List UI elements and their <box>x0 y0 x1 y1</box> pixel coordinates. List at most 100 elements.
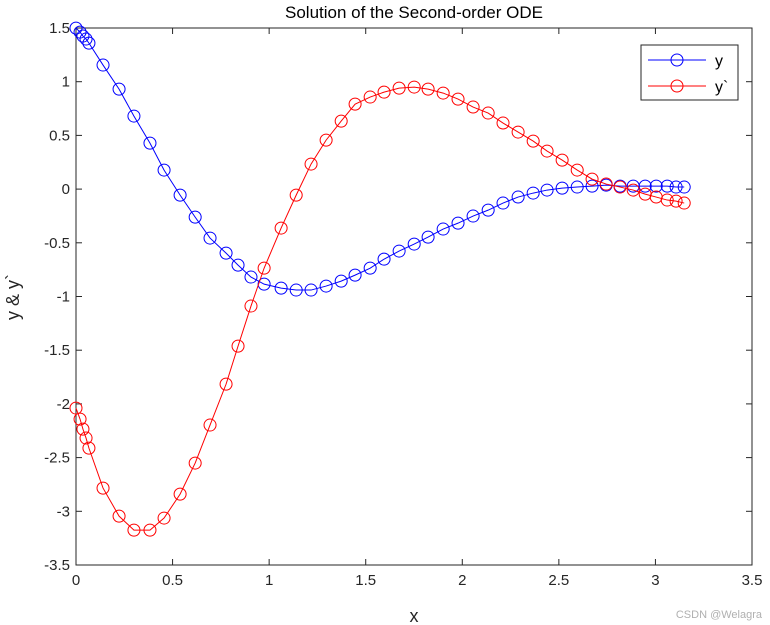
data-point-series-1 <box>73 412 87 426</box>
data-point-series-0 <box>392 244 406 258</box>
data-point-series-1 <box>82 441 96 455</box>
data-point-series-1 <box>244 299 258 313</box>
data-point-series-0 <box>585 179 599 193</box>
data-point-series-0 <box>421 230 435 244</box>
data-point-series-0 <box>540 183 554 197</box>
data-point-series-0 <box>348 268 362 282</box>
y-tick-label: -1.5 <box>44 342 70 359</box>
chart-title: Solution of the Second-order ODE <box>285 3 543 22</box>
data-point-series-1 <box>660 193 674 207</box>
data-point-series-0 <box>112 82 126 96</box>
data-point-series-1 <box>613 180 627 194</box>
data-point-series-1 <box>157 511 171 525</box>
data-point-series-1 <box>407 80 421 94</box>
data-point-series-1 <box>392 81 406 95</box>
data-point-series-1 <box>496 116 510 130</box>
y-tick-label: 1.5 <box>49 20 70 37</box>
y-tick-label: -2.5 <box>44 450 70 467</box>
y-tick-label: -3 <box>57 503 70 520</box>
data-point-series-1 <box>96 481 110 495</box>
x-tick-label: 1 <box>265 572 273 589</box>
data-point-series-0 <box>511 190 525 204</box>
data-point-series-1 <box>481 106 495 120</box>
data-point-series-1 <box>377 85 391 99</box>
data-point-series-0 <box>244 270 258 284</box>
x-tick-label: 2.5 <box>548 572 569 589</box>
data-point-series-0 <box>231 258 245 272</box>
data-point-series-1 <box>188 456 202 470</box>
data-point-series-1 <box>319 133 333 147</box>
data-point-series-1 <box>669 194 683 208</box>
data-point-series-1 <box>231 339 245 353</box>
data-point-series-0 <box>203 231 217 245</box>
data-point-series-0 <box>669 180 683 194</box>
y-axis-label: y & y` <box>3 274 23 320</box>
legend-box <box>640 44 739 101</box>
data-point-series-1 <box>677 196 691 210</box>
data-point-series-0 <box>79 32 93 46</box>
data-point-series-1 <box>466 100 480 114</box>
legend-label-y: y <box>715 53 723 70</box>
y-tick-label: -1 <box>57 289 70 306</box>
data-point-series-0 <box>304 283 318 297</box>
data-point-series-1 <box>143 523 157 537</box>
data-point-series-0 <box>377 252 391 266</box>
data-point-series-0 <box>481 203 495 217</box>
plot-area <box>75 27 753 566</box>
data-point-series-0 <box>289 283 303 297</box>
data-point-series-0 <box>82 36 96 50</box>
data-point-series-1 <box>334 114 348 128</box>
data-point-series-1 <box>540 144 554 158</box>
data-point-series-0 <box>96 58 110 72</box>
data-point-series-0 <box>555 181 569 195</box>
data-point-series-0 <box>677 180 691 194</box>
data-point-series-0 <box>451 216 465 230</box>
data-point-series-1 <box>219 377 233 391</box>
data-point-series-0 <box>173 188 187 202</box>
data-point-series-0 <box>649 179 663 193</box>
data-point-series-0 <box>334 274 348 288</box>
data-point-series-1 <box>585 172 599 186</box>
data-point-series-0 <box>363 261 377 275</box>
x-axis-label: x <box>410 606 419 625</box>
data-point-series-1 <box>626 183 640 197</box>
data-point-series-1 <box>274 221 288 235</box>
legend-marker-yprime <box>670 79 684 93</box>
series-line-0 <box>75 27 685 291</box>
watermark: CSDN @Welagra <box>675 609 762 621</box>
data-point-series-1 <box>451 92 465 106</box>
data-point-series-0 <box>127 109 141 123</box>
data-point-series-0 <box>496 196 510 210</box>
y-tick-label: 1 <box>62 74 70 91</box>
data-point-series-0 <box>570 180 584 194</box>
data-point-series-0 <box>526 186 540 200</box>
data-point-series-0 <box>274 281 288 295</box>
data-point-series-0 <box>188 210 202 224</box>
x-tick-label: 3.5 <box>742 572 763 589</box>
data-point-series-1 <box>436 86 450 100</box>
x-tick-label: 2 <box>458 572 466 589</box>
legend: y y` <box>640 44 739 101</box>
data-point-series-1 <box>421 82 435 96</box>
legend-label-yprime: y` <box>715 79 728 96</box>
data-point-series-0 <box>69 21 83 35</box>
data-point-series-0 <box>466 209 480 223</box>
data-point-series-1 <box>363 90 377 104</box>
data-point-series-0 <box>143 136 157 150</box>
y-tick-label: -0.5 <box>44 235 70 252</box>
data-point-series-0 <box>660 179 674 193</box>
data-point-series-1 <box>526 134 540 148</box>
data-point-series-0 <box>219 246 233 260</box>
data-point-series-0 <box>407 237 421 251</box>
legend-marker-y <box>670 53 684 67</box>
data-point-series-1 <box>203 418 217 432</box>
data-point-series-1 <box>599 177 613 191</box>
x-tick-label: 1.5 <box>355 572 376 589</box>
x-tick-label: 0 <box>72 572 80 589</box>
data-point-series-1 <box>555 153 569 167</box>
y-tick-label: 0 <box>62 181 70 198</box>
y-tick-label: -3.5 <box>44 557 70 574</box>
y-tick-label: -2 <box>57 396 70 413</box>
data-point-series-1 <box>79 431 93 445</box>
